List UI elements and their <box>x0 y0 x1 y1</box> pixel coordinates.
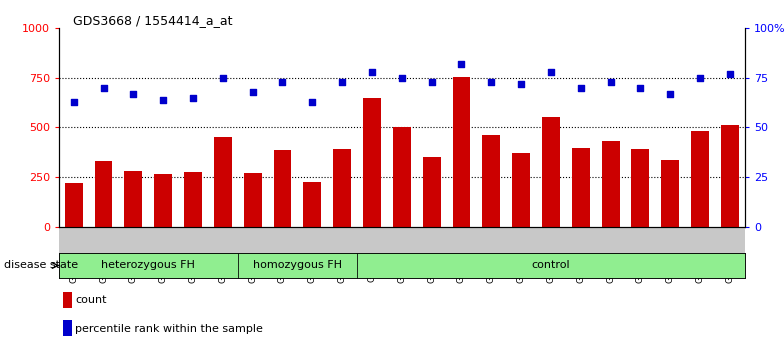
Point <box>724 71 736 77</box>
Bar <box>59 227 745 266</box>
Text: disease state: disease state <box>4 261 78 270</box>
Text: control: control <box>532 261 570 270</box>
Point <box>187 95 199 101</box>
Bar <box>363 98 381 227</box>
Bar <box>184 172 202 227</box>
Text: count: count <box>75 295 107 305</box>
Bar <box>661 160 679 227</box>
Bar <box>357 253 745 278</box>
Point <box>67 99 80 104</box>
Bar <box>154 174 172 227</box>
Bar <box>393 127 411 227</box>
Text: homozygous FH: homozygous FH <box>253 261 342 270</box>
Point <box>664 91 677 97</box>
Text: GDS3668 / 1554414_a_at: GDS3668 / 1554414_a_at <box>72 14 232 27</box>
Point <box>276 79 289 85</box>
Bar <box>303 182 321 227</box>
Bar <box>59 253 238 278</box>
Bar <box>65 183 82 227</box>
Point <box>395 75 408 81</box>
Bar <box>542 116 560 227</box>
Bar <box>274 150 292 227</box>
Point <box>604 79 617 85</box>
Bar <box>95 161 112 227</box>
Bar <box>423 157 441 227</box>
Bar <box>512 153 530 227</box>
Bar <box>601 141 619 227</box>
Point <box>575 85 587 91</box>
Bar <box>238 253 357 278</box>
Point <box>545 69 557 75</box>
Bar <box>244 173 262 227</box>
Bar <box>631 149 649 227</box>
Bar <box>572 148 590 227</box>
Bar <box>482 135 500 227</box>
Point <box>634 85 647 91</box>
Point <box>515 81 528 87</box>
Bar <box>125 171 143 227</box>
Point <box>694 75 706 81</box>
Point <box>216 75 229 81</box>
Bar <box>691 131 709 227</box>
Bar <box>452 77 470 227</box>
Point <box>336 79 348 85</box>
Point <box>97 85 110 91</box>
Point <box>485 79 498 85</box>
Bar <box>214 137 232 227</box>
Text: percentile rank within the sample: percentile rank within the sample <box>75 324 263 333</box>
Point <box>365 69 378 75</box>
Point <box>246 89 259 95</box>
Text: heterozygous FH: heterozygous FH <box>101 261 195 270</box>
Point <box>157 97 169 103</box>
Bar <box>721 125 739 227</box>
Bar <box>333 149 351 227</box>
Point <box>306 99 318 104</box>
Point <box>456 61 468 67</box>
Point <box>426 79 438 85</box>
Point <box>127 91 140 97</box>
